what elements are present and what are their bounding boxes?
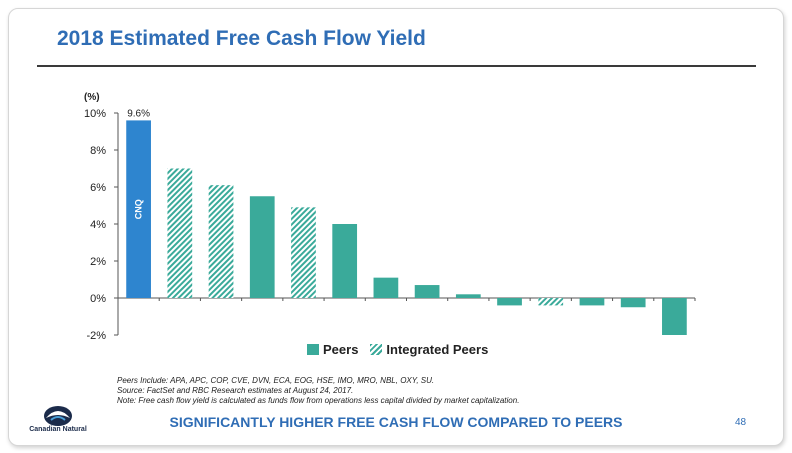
- bar-label-cnq: CNQ: [134, 199, 144, 219]
- bar-peers: [620, 298, 646, 308]
- bar-integrated-peers: [538, 298, 564, 306]
- y-tick-label: 2%: [90, 256, 106, 268]
- y-tick-label: 8%: [90, 145, 106, 157]
- y-axis-unit-label: (%): [84, 92, 100, 103]
- footnote-source: Source: FactSet and RBC Research estimat…: [117, 386, 354, 395]
- slide-tagline: SIGNIFICANTLY HIGHER FREE CASH FLOW COMP…: [169, 414, 623, 430]
- title-divider: [37, 65, 756, 67]
- legend-label-peers: Peers: [323, 342, 359, 357]
- bar-integrated-peers: [291, 207, 316, 298]
- company-logo: Canadian Natural: [27, 402, 89, 440]
- legend-item-peers: Peers: [307, 342, 358, 357]
- y-tick-label: 6%: [90, 182, 106, 194]
- footnote-definition: Note: Free cash flow yield is calculated…: [117, 396, 520, 405]
- bar-peers: [455, 294, 481, 298]
- bar-peers: [373, 277, 399, 298]
- y-tick-label: -2%: [86, 330, 106, 342]
- bar-integrated-peers: [208, 185, 234, 298]
- legend-swatch-integrated-peers: [370, 344, 383, 355]
- logo-mark-icon: [44, 406, 72, 426]
- bar-peers: [332, 224, 358, 298]
- bar-integrated-peers: [167, 168, 193, 298]
- data-label-cnq: 9.6%: [127, 108, 150, 119]
- y-tick-label: 4%: [90, 219, 106, 231]
- bar-peers: [249, 196, 275, 298]
- bar-peers: [579, 298, 605, 306]
- y-tick-label: 0%: [90, 293, 106, 305]
- bar-peers: [497, 298, 522, 306]
- logo-wordmark: Canadian Natural: [29, 426, 87, 433]
- bar-cnq: [126, 120, 151, 299]
- page-title: 2018 Estimated Free Cash Flow Yield: [57, 27, 426, 50]
- legend-label-integrated-peers: Integrated Peers: [386, 342, 489, 357]
- legend-item-integrated-peers: Integrated Peers: [370, 342, 488, 357]
- legend-swatch-peers: [307, 344, 319, 355]
- footnote-peers: Peers Include: APA, APC, COP, CVE, DVN, …: [117, 376, 435, 385]
- chart-footnotes: Peers Include: APA, APC, COP, CVE, DVN, …: [117, 376, 519, 406]
- page-number: 48: [735, 417, 747, 428]
- chart-legend: Peers Integrated Peers: [307, 342, 488, 357]
- bar-peers: [414, 285, 440, 298]
- bar-peers: [662, 298, 687, 335]
- y-tick-label: 10%: [84, 108, 106, 120]
